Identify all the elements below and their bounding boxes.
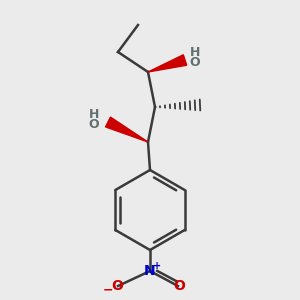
Text: O: O [190, 56, 200, 70]
Text: H: H [190, 46, 200, 59]
Text: O: O [173, 279, 185, 293]
Text: −: − [103, 284, 113, 296]
Text: O: O [111, 279, 123, 293]
Polygon shape [148, 55, 187, 72]
Text: +: + [153, 261, 161, 271]
Text: O: O [89, 118, 99, 131]
Text: H: H [89, 107, 99, 121]
Text: N: N [144, 264, 156, 278]
Polygon shape [106, 117, 148, 142]
